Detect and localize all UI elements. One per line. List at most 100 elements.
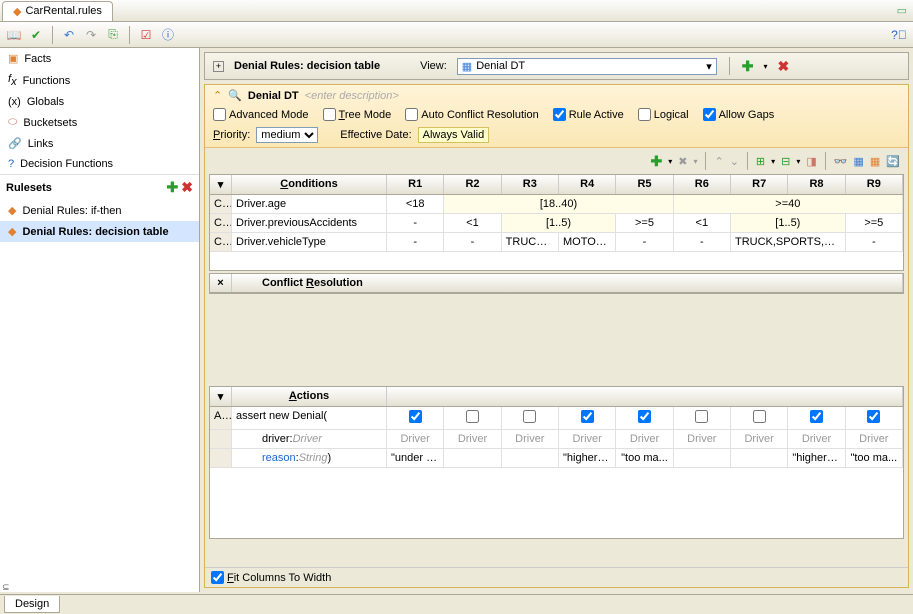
undo-icon[interactable]: ↶ [61,27,77,43]
condition-cell[interactable]: <1 [444,214,501,232]
condition-cell[interactable]: - [674,233,731,251]
sidebar-item-globals[interactable]: (x) Globals [0,92,199,112]
tree-mode-checkbox[interactable]: Tree Mode [323,108,392,121]
dropdown-arrow-icon[interactable]: ▾ [764,62,768,71]
condition-cell-span[interactable]: >=40 [674,195,903,213]
design-tab[interactable]: Design [4,596,60,613]
action-cell[interactable]: Driver [674,430,731,448]
action-cell[interactable]: "too ma... [846,449,903,467]
help-icon[interactable]: ?⃝ [891,27,907,43]
rule-header[interactable]: R5 [616,175,673,194]
add-icon[interactable]: ✚ [650,153,662,170]
action-check-cell[interactable] [674,407,731,429]
validate-icon[interactable]: ✔ [28,27,44,43]
fit-columns-checkbox[interactable]: Fit Columns To Width [211,571,902,584]
condition-cell[interactable]: - [387,214,444,232]
rule-header[interactable]: R1 [387,175,444,194]
action-check-cell[interactable] [846,407,903,429]
info-icon[interactable]: ⓘ [160,27,176,43]
action-check-cell[interactable] [616,407,673,429]
action-cell[interactable]: Driver [616,430,673,448]
action-cell[interactable]: Driver [444,430,501,448]
rule-header[interactable]: R2 [444,175,501,194]
restore-icon[interactable]: ▭ [897,4,907,17]
action-cell[interactable]: Driver [387,430,444,448]
condition-cell[interactable]: - [616,233,673,251]
condition-label[interactable]: Driver.vehicleType [232,233,387,251]
rule-header[interactable]: R3 [502,175,559,194]
condition-cell[interactable]: >=5 [846,214,903,232]
view-dropdown[interactable]: ▦ Denial DT ▾ [457,58,717,75]
rule-header[interactable]: R6 [674,175,731,194]
action-label[interactable]: assert new Denial( [232,407,387,429]
condition-cell[interactable]: [1..5) [731,214,846,232]
action-cell[interactable]: Driver [846,430,903,448]
action-cell[interactable]: Driver [559,430,616,448]
action-cell[interactable] [731,449,788,467]
condition-cell[interactable]: TRUCK,... [502,233,559,251]
close-conflict-icon[interactable]: × [210,274,232,292]
ruleset-item-ifthen[interactable]: ◆ Denial Rules: if-then [0,200,199,221]
priority-select[interactable]: medium [256,127,318,143]
condition-label[interactable]: Driver.previousAccidents [232,214,387,232]
action-check-cell[interactable] [502,407,559,429]
sidebar-item-bucketsets[interactable]: ⬭ Bucketsets [0,112,199,133]
condition-cell[interactable]: - [387,233,444,251]
dictionary-icon[interactable]: 📖 [6,27,22,43]
add-view-icon[interactable]: ✚ [742,58,754,75]
auto-conflict-checkbox[interactable]: Auto Conflict Resolution [405,108,538,121]
condition-cell[interactable]: [1..5) [502,214,617,232]
search-icon[interactable]: 🔍 [228,89,242,102]
action-cell[interactable]: "higher ri... [559,449,616,467]
description-placeholder[interactable]: <enter description> [305,90,399,102]
delete-view-icon[interactable]: ✖ [778,58,790,75]
sidebar-item-facts[interactable]: ▣ Facts [0,48,199,69]
condition-cell[interactable]: - [444,233,501,251]
action-check-cell[interactable] [731,407,788,429]
glasses-icon[interactable]: 👓 [834,155,848,168]
action-check-cell[interactable] [559,407,616,429]
advanced-mode-checkbox[interactable]: Advanced Mode [213,108,309,121]
action-cell[interactable] [444,449,501,467]
gap-icon[interactable]: ◨ [806,155,816,168]
grid-icon[interactable]: ▦ [853,155,863,168]
move-up-icon[interactable]: ⌃ [714,155,723,168]
action-label[interactable]: driver:Driver [232,430,387,448]
condition-label[interactable]: Driver.age [232,195,387,213]
action-check-cell[interactable] [444,407,501,429]
resize-handle-icon[interactable]: ⊆ [2,582,10,593]
rule-header[interactable]: R8 [788,175,845,194]
action-cell[interactable] [674,449,731,467]
redo-icon[interactable]: ↷ [83,27,99,43]
condition-cell[interactable]: <1 [674,214,731,232]
add-ruleset-icon[interactable]: ✚ [166,179,178,195]
collapse-cols-icon[interactable]: ⊟ [781,155,790,168]
action-check-cell[interactable] [387,407,444,429]
condition-cell[interactable]: MOTOR... [559,233,616,251]
collapse-conditions-icon[interactable]: ▾ [210,175,232,194]
action-cell[interactable]: Driver [502,430,559,448]
condition-cell-span[interactable]: [18..40) [444,195,673,213]
delete-icon[interactable]: ✖ [678,155,687,168]
condition-cell[interactable]: <18 [387,195,444,213]
move-down-icon[interactable]: ⌄ [730,155,739,168]
delete-ruleset-icon[interactable]: ✖ [181,179,193,195]
rule-header[interactable]: R4 [559,175,616,194]
export-icon[interactable]: ⎘ [105,27,121,43]
collapse-icon[interactable]: ⌃ [213,89,222,102]
condition-cell[interactable]: TRUCK,SPORTS,SEDAN [731,233,846,251]
action-cell[interactable]: "under a... [387,449,444,467]
action-cell[interactable]: Driver [731,430,788,448]
rule-active-checkbox[interactable]: Rule Active [553,108,624,121]
action-label[interactable]: reason:String) [232,449,387,467]
condition-cell[interactable]: >=5 [616,214,673,232]
file-tab[interactable]: ◆ CarRental.rules [2,1,113,21]
checklist-icon[interactable]: ☑ [138,27,154,43]
cells-icon[interactable]: ▦ [870,155,880,168]
sidebar-item-links[interactable]: 🔗 Links [0,133,199,154]
effective-date-value[interactable]: Always Valid [418,127,490,143]
ruleset-item-decision-table[interactable]: ◆ Denial Rules: decision table [0,221,199,242]
sidebar-item-decision-functions[interactable]: ? Decision Functions [0,154,199,174]
refresh-icon[interactable]: 🔄 [886,155,900,168]
action-cell[interactable]: "higher ri... [788,449,845,467]
